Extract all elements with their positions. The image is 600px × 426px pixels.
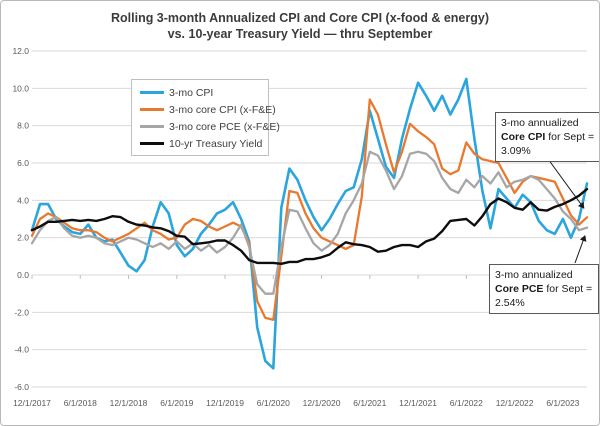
annotation-core-pce-value: for Sept = 2.54% [495, 283, 593, 309]
legend-line-swatch-core-pce [140, 125, 164, 128]
x-tick-label: 6/1/2021 [353, 398, 386, 408]
x-tick-label: 12/1/2018 [110, 398, 148, 408]
annotation-arrow-core-pce [574, 235, 587, 264]
y-tick-label: 12.0 [12, 46, 29, 56]
y-tick-label: 6.0 [17, 158, 29, 168]
annotation-core-pce-text: 3-mo annualized [495, 269, 573, 281]
chart-title: Rolling 3-month Annualized CPI and Core … [1, 10, 599, 42]
y-tick-label: -6.0 [14, 382, 29, 392]
y-tick-label: 10.0 [12, 83, 29, 93]
x-tick-label: 12/1/2020 [303, 398, 341, 408]
legend-label-core-cpi: 3-mo core CPI (x-F&E) [169, 103, 276, 116]
x-tick-label: 6/1/2022 [450, 398, 483, 408]
legend-line-swatch-treasury [140, 142, 164, 145]
x-tick-label: 6/1/2020 [257, 398, 290, 408]
chart-title-line1: Rolling 3-month Annualized CPI and Core … [110, 11, 489, 25]
chart-legend: 3-mo CPI 3-mo core CPI (x-F&E) 3-mo core… [131, 79, 280, 156]
annotation-core-cpi-text: 3-mo annualized [501, 117, 579, 129]
y-tick-label: 2.0 [17, 233, 29, 243]
legend-label-core-pce: 3-mo core PCE (x-F&E) [169, 120, 280, 133]
legend-line-swatch-cpi [140, 91, 164, 94]
x-tick-label: 12/1/2021 [399, 398, 437, 408]
x-tick-label: 6/1/2018 [64, 398, 97, 408]
chart-title-line2: vs. 10-year Treasury Yield — thru Septem… [167, 27, 433, 41]
annotation-core-cpi-bold: Core CPI [501, 131, 546, 143]
y-tick-label: 4.0 [17, 195, 29, 205]
legend-label-treasury: 10-yr Treasury Yield [169, 137, 263, 150]
x-tick-label: 6/1/2019 [160, 398, 193, 408]
series-line-3 [30, 187, 589, 265]
y-tick-label: -2.0 [14, 307, 29, 317]
series-line-2 [30, 150, 589, 295]
y-tick-label: 8.0 [17, 121, 29, 131]
series-line-0 [30, 77, 589, 370]
annotation-core-cpi: 3-mo annualized Core CPI for Sept = 3.09… [495, 112, 599, 162]
legend-label-cpi: 3-mo CPI [169, 86, 214, 99]
x-tick-label: 12/1/2017 [13, 398, 51, 408]
y-tick-label: -4.0 [14, 345, 29, 355]
legend-line-swatch-core-cpi [140, 108, 164, 111]
annotation-core-pce: 3-mo annualized Core PCE for Sept = 2.54… [489, 264, 599, 314]
legend-item-cpi: 3-mo CPI [140, 84, 268, 101]
x-tick-label: 12/1/2022 [496, 398, 534, 408]
legend-item-core-cpi: 3-mo core CPI (x-F&E) [140, 101, 276, 118]
x-tick-label: 12/1/2019 [206, 398, 244, 408]
y-tick-label: 0.0 [17, 270, 29, 280]
x-tick-label: 6/1/2023 [546, 398, 579, 408]
annotation-core-pce-bold: Core PCE [495, 283, 544, 295]
legend-item-treasury: 10-yr Treasury Yield [140, 135, 268, 152]
series-line-1 [30, 98, 589, 321]
legend-item-core-pce: 3-mo core PCE (x-F&E) [140, 118, 280, 135]
annotation-core-cpi-value: for Sept = 3.09% [501, 131, 595, 157]
